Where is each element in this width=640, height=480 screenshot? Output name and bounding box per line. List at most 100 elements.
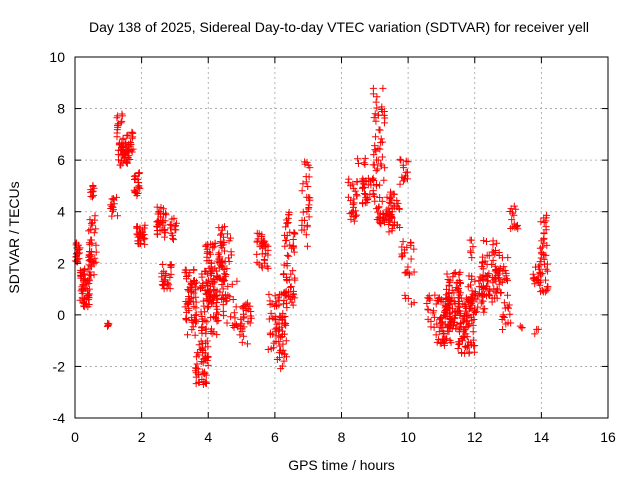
data-point [401, 291, 409, 299]
data-point [192, 316, 200, 324]
data-point [184, 272, 192, 280]
data-point [512, 205, 520, 213]
data-point [371, 110, 379, 118]
data-point [371, 146, 379, 154]
data-point [113, 114, 121, 122]
data-point [264, 264, 272, 272]
data-point [87, 219, 95, 227]
data-point [220, 265, 228, 273]
data-point [390, 218, 398, 226]
data-point [272, 337, 280, 345]
data-point [229, 321, 237, 329]
data-point [443, 295, 451, 303]
data-point [166, 220, 174, 228]
data-point [287, 270, 295, 278]
data-point [375, 203, 383, 211]
data-point [463, 317, 471, 325]
data-point [265, 315, 273, 323]
data-point [154, 230, 162, 238]
data-point [531, 330, 539, 338]
data-point [479, 284, 487, 292]
data-point [163, 284, 171, 292]
data-point [498, 326, 506, 334]
data-point [184, 286, 192, 294]
data-point [504, 304, 512, 312]
data-point [136, 224, 144, 232]
data-point [281, 242, 289, 250]
y-tick-label: 4 [57, 204, 65, 220]
data-point [181, 268, 189, 276]
data-point [432, 331, 440, 339]
data-point [228, 280, 236, 288]
data-point [539, 288, 547, 296]
data-point [190, 277, 198, 285]
data-point [199, 359, 207, 367]
data-point [404, 263, 412, 271]
data-point [135, 178, 143, 186]
data-point [109, 207, 117, 215]
data-point [304, 183, 312, 191]
data-point [503, 277, 511, 285]
data-point [360, 190, 368, 198]
data-point [159, 261, 167, 269]
data-point [275, 301, 283, 309]
data-point [455, 307, 463, 315]
data-point [201, 316, 209, 324]
data-point [376, 181, 384, 189]
y-tick-label: 0 [57, 307, 65, 323]
chart-title: Day 138 of 2025, Sidereal Day-to-day VTE… [89, 19, 589, 35]
data-point [448, 317, 456, 325]
data-point [88, 193, 96, 201]
data-point [462, 318, 470, 326]
data-point [134, 237, 142, 245]
data-point [202, 378, 210, 386]
data-point [182, 315, 190, 323]
data-point [404, 295, 412, 303]
data-point [92, 241, 100, 249]
data-point [360, 159, 368, 167]
data-point [400, 246, 408, 254]
data-point [198, 324, 206, 332]
data-point [538, 286, 546, 294]
data-point [227, 248, 235, 256]
data-point [134, 175, 142, 183]
data-point [504, 291, 512, 299]
data-point [236, 325, 244, 333]
data-point [287, 283, 295, 291]
data-point [201, 379, 209, 387]
y-tick-label: 8 [57, 101, 65, 117]
data-point [88, 239, 96, 247]
data-point [221, 277, 229, 285]
data-point [198, 313, 206, 321]
data-point [283, 304, 291, 312]
data-point [280, 297, 288, 305]
x-tick-label: 8 [338, 429, 346, 445]
data-point [437, 296, 445, 304]
data-point [377, 162, 385, 170]
data-point [283, 219, 291, 227]
data-point [172, 226, 180, 234]
data-point [376, 219, 384, 227]
data-point [489, 279, 497, 287]
data-point [230, 309, 238, 317]
data-point [282, 223, 290, 231]
data-point [439, 327, 447, 335]
data-point [445, 310, 453, 318]
data-point [359, 183, 367, 191]
data-point [127, 146, 135, 154]
data-point [378, 108, 386, 116]
data-point [216, 288, 224, 296]
data-point [378, 103, 386, 111]
data-point [169, 236, 177, 244]
data-point [166, 273, 174, 281]
data-point [446, 336, 454, 344]
data-point [437, 324, 445, 332]
data-point [227, 313, 235, 321]
data-point [353, 192, 361, 200]
data-point [445, 278, 453, 286]
data-point [233, 277, 241, 285]
data-point [123, 159, 131, 167]
data-point [507, 319, 515, 327]
data-point [306, 164, 314, 172]
data-point [500, 263, 508, 271]
